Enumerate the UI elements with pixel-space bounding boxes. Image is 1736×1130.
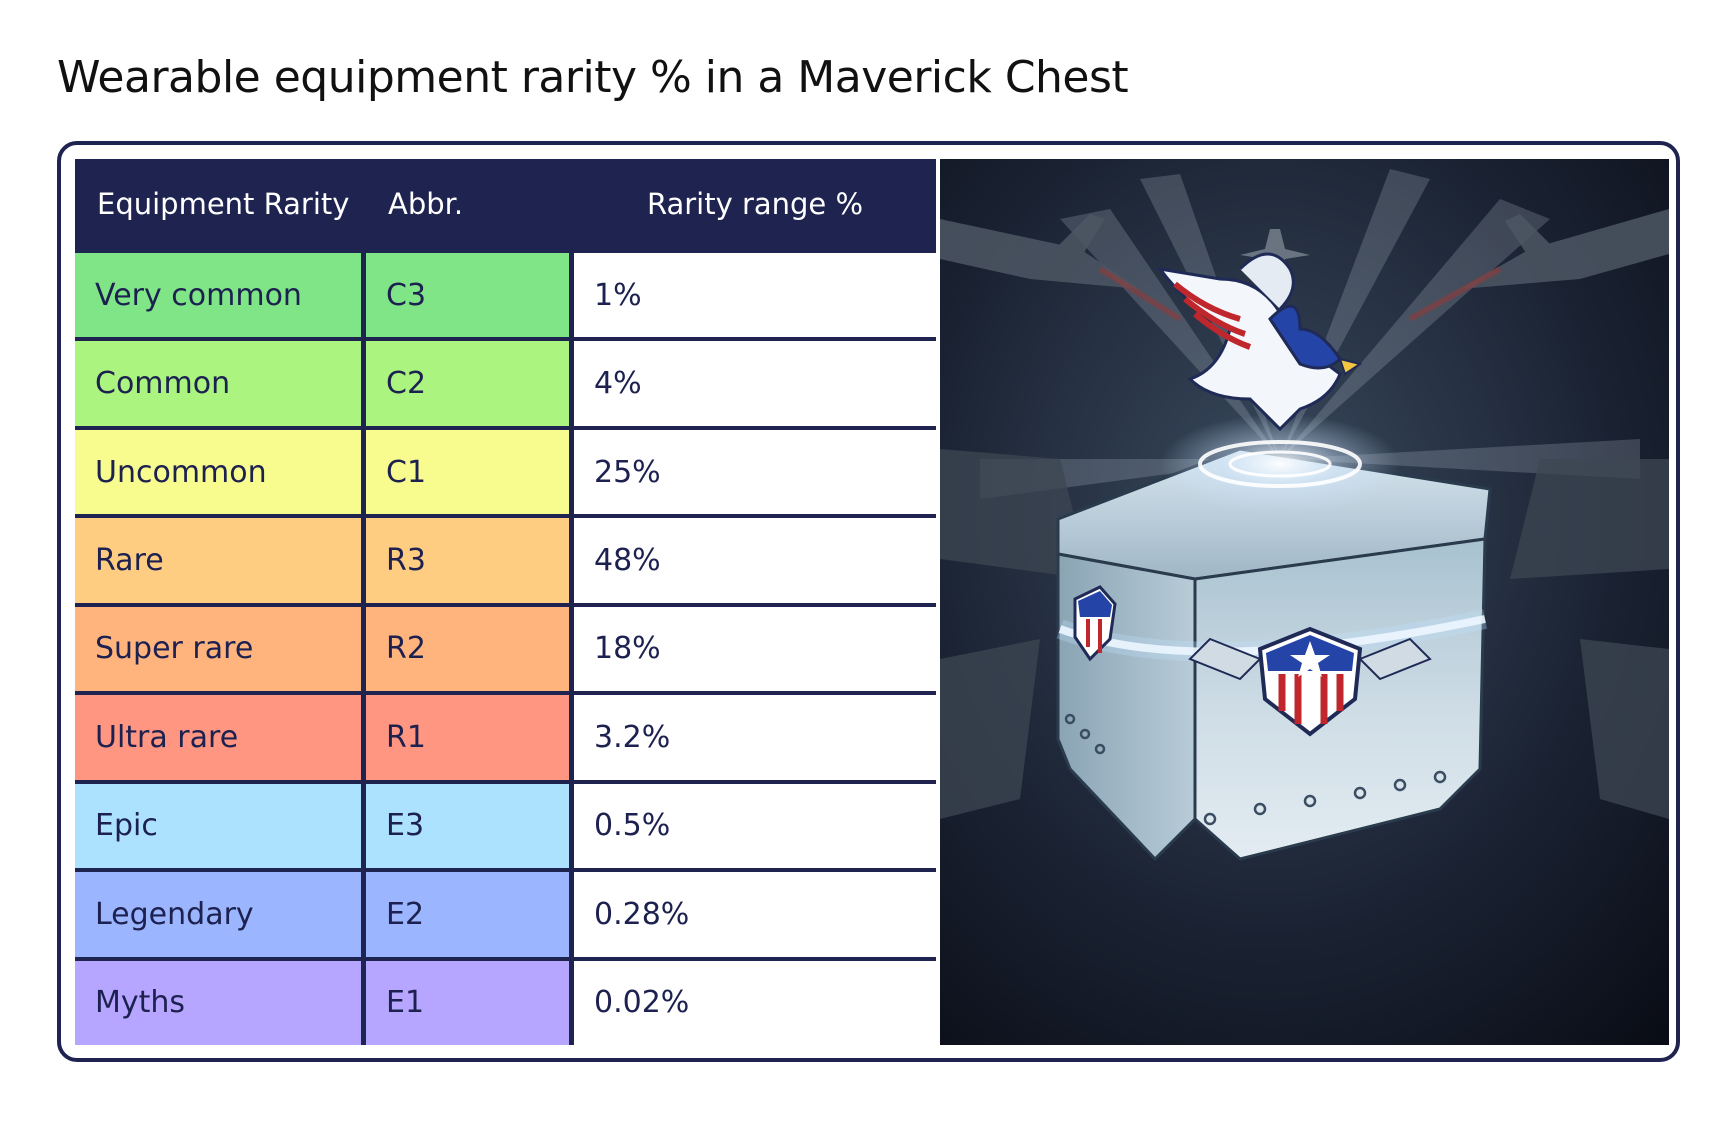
header-rarity: Equipment Rarity <box>75 159 361 249</box>
rarity-name-cell: Super rare <box>75 606 361 692</box>
rarity-range-cell: 4% <box>574 341 936 426</box>
rarity-abbr-cell: R1 <box>366 695 569 780</box>
rarity-abbr-cell: C1 <box>366 429 569 515</box>
rarity-range-cell: 1% <box>574 253 936 338</box>
jet-right <box>1460 209 1669 289</box>
rarity-name-cell: Epic <box>75 783 361 869</box>
rarity-abbr-cell: C3 <box>366 253 569 338</box>
rarity-table: Equipment Rarity Abbr. Rarity range % Ve… <box>75 159 936 1045</box>
chest-artwork <box>940 159 1669 1045</box>
header-range: Rarity range % <box>574 159 936 249</box>
rarity-name-cell: Rare <box>75 518 361 603</box>
eagle-icon <box>1156 252 1363 432</box>
rarity-abbr-cell: E2 <box>366 872 569 957</box>
rarity-range-cell: 0.02% <box>574 960 936 1045</box>
rarity-range-cell: 18% <box>574 606 936 692</box>
rarity-name-cell: Common <box>75 341 361 426</box>
rarity-abbr-cell: C2 <box>366 341 569 426</box>
rarity-abbr-cell: R3 <box>366 518 569 603</box>
rarity-name-cell: Legendary <box>75 872 361 957</box>
jet-center <box>1240 229 1310 271</box>
shield-emblem-icon <box>1188 626 1432 737</box>
rarity-range-cell: 0.28% <box>574 872 936 957</box>
rarity-range-cell: 48% <box>574 518 936 603</box>
page-title: Wearable equipment rarity % in a Maveric… <box>57 52 1129 103</box>
rarity-name-cell: Uncommon <box>75 429 361 515</box>
jet-left <box>940 214 1140 289</box>
rarity-abbr-cell: E3 <box>366 783 569 869</box>
rarity-name-cell: Myths <box>75 960 361 1045</box>
rarity-range-cell: 0.5% <box>574 783 936 869</box>
rarity-name-cell: Ultra rare <box>75 695 361 780</box>
rarity-range-cell: 25% <box>574 429 936 515</box>
chest-illustration <box>940 159 1669 1045</box>
rarity-abbr-cell: E1 <box>366 960 569 1045</box>
rarity-name-cell: Very common <box>75 253 361 338</box>
side-shield-icon <box>1073 585 1117 662</box>
header-abbr: Abbr. <box>366 159 569 249</box>
rarity-abbr-cell: R2 <box>366 606 569 692</box>
rarity-range-cell: 3.2% <box>574 695 936 780</box>
